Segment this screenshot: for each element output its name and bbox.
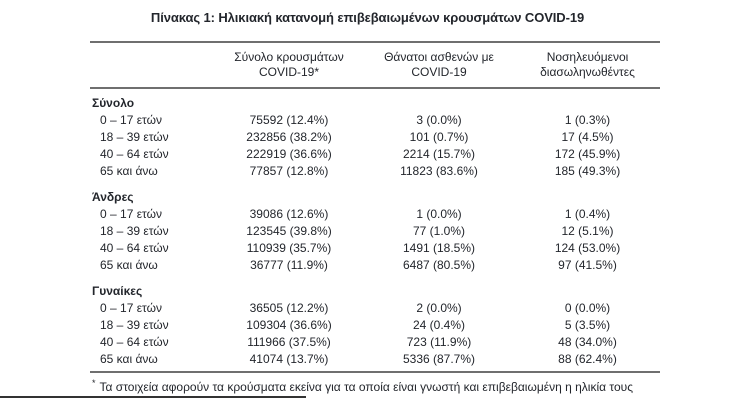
age-group-label: 18 – 39 ετών: [100, 318, 169, 332]
cases-value: 110939 (35.7%): [246, 241, 332, 255]
section-label: Άνδρες: [92, 190, 134, 204]
deaths-value: 1491 (18.5%): [402, 241, 476, 255]
deaths-value: 101 (0.7%): [409, 130, 469, 144]
age-group-label: 18 – 39 ετών: [100, 130, 169, 144]
table-row: 40 – 64 ετών 110939 (35.7%) 1491 (18.5%)…: [90, 240, 660, 257]
section-header-men: Άνδρες: [90, 180, 660, 206]
column-header-total-cases: Σύνολο κρουσμάτων COVID-19*: [215, 41, 363, 89]
age-group-label: 0 – 17 ετών: [100, 207, 162, 221]
age-group-label: 65 και άνω: [90, 351, 215, 373]
table-row: 0 – 17 ετών 36505 (12.2%) 2 (0.0%) 0 (0.…: [90, 300, 660, 317]
footnote: * Τα στοιχεία αφορούν τα κρούσματα εκείνα…: [92, 378, 732, 394]
cases-value: 111966 (37.5%): [247, 335, 331, 349]
intubated-value: 12 (5.1%): [561, 224, 614, 238]
intubated-value: 1 (0.4%): [564, 207, 611, 221]
section-label: Γυναίκες: [92, 284, 143, 298]
cases-value: 39086 (12.6%): [249, 207, 329, 221]
deaths-value: 5336 (87.7%): [363, 351, 515, 373]
section-header-women: Γυναίκες: [90, 274, 660, 300]
table-row: 40 – 64 ετών 222919 (36.6%) 2214 (15.7%)…: [90, 146, 660, 163]
cases-value: 75592 (12.4%): [249, 113, 329, 127]
age-group-label: 40 – 64 ετών: [100, 147, 169, 161]
cases-value: 36777 (11.9%): [250, 258, 328, 272]
cases-value: 222919 (36.6%): [246, 147, 332, 161]
deaths-value: 11823 (83.6%): [400, 164, 478, 178]
table-row: 65 και άνω 41074 (13.7%) 5336 (87.7%) 88…: [90, 351, 660, 373]
table-row: 18 – 39 ετών 123545 (39.8%) 77 (1.0%) 12…: [90, 223, 660, 240]
table-row: 65 και άνω 77857 (12.8%) 11823 (83.6%) 1…: [90, 163, 660, 180]
covid-age-distribution-table: Σύνολο κρουσμάτων COVID-19* Θάνατοι ασθε…: [90, 41, 660, 373]
cases-value: 77857 (12.8%): [249, 164, 329, 178]
intubated-value: 17 (4.5%): [561, 130, 614, 144]
table-row: 0 – 17 ετών 39086 (12.6%) 1 (0.0%) 1 (0.…: [90, 206, 660, 223]
age-group-label: 40 – 64 ετών: [100, 335, 169, 349]
cases-value: 41074 (13.7%): [215, 351, 363, 373]
cases-value: 36505 (12.2%): [249, 301, 329, 315]
cases-value: 123545 (39.8%): [246, 224, 332, 238]
intubated-value: 0 (0.0%): [564, 301, 611, 315]
age-group-label: 0 – 17 ετών: [100, 301, 162, 315]
footnote-separator-line: [0, 396, 306, 398]
deaths-value: 2 (0.0%): [416, 301, 462, 315]
intubated-value: 1 (0.3%): [564, 113, 611, 127]
table-row: 65 και άνω 36777 (11.9%) 6487 (80.5%) 97…: [90, 257, 660, 274]
intubated-value: 48 (34.0%): [558, 335, 617, 349]
footnote-text: Τα στοιχεία αφορούν τα κρούσματα εκείνα …: [99, 380, 633, 394]
deaths-value: 3 (0.0%): [416, 113, 462, 127]
deaths-value: 77 (1.0%): [412, 224, 466, 238]
column-header-empty: [90, 41, 215, 89]
deaths-value: 24 (0.4%): [412, 318, 466, 332]
table-row: 18 – 39 ετών 109304 (36.6%) 24 (0.4%) 5 …: [90, 317, 660, 334]
age-group-label: 40 – 64 ετών: [100, 241, 169, 255]
section-header-total: Σύνολο: [90, 88, 660, 112]
deaths-value: 1 (0.0%): [416, 207, 462, 221]
table-row: 40 – 64 ετών 111966 (37.5%) 723 (11.9%) …: [90, 334, 660, 351]
intubated-value: 124 (53.0%): [554, 241, 621, 255]
footnote-asterisk: *: [92, 378, 96, 388]
deaths-value: 723 (11.9%): [406, 335, 472, 349]
intubated-value: 97 (41.5%): [558, 258, 617, 272]
age-group-label: 18 – 39 ετών: [100, 224, 169, 238]
cases-value: 232856 (38.2%): [246, 130, 332, 144]
section-label: Σύνολο: [92, 96, 135, 110]
intubated-value: 5 (3.5%): [564, 318, 611, 332]
intubated-value: 88 (62.4%): [515, 351, 660, 373]
intubated-value: 185 (49.3%): [554, 164, 621, 178]
deaths-value: 2214 (15.7%): [402, 147, 476, 161]
table-title: Πίνακας 1: Ηλικιακή κατανομή επιβεβαιωμέ…: [150, 10, 585, 25]
cases-value: 109304 (36.6%): [246, 318, 332, 332]
table-header: Σύνολο κρουσμάτων COVID-19* Θάνατοι ασθε…: [90, 41, 660, 89]
intubated-value: 172 (45.9%): [554, 147, 621, 161]
age-group-label: 65 και άνω: [100, 258, 158, 272]
table-row: 0 – 17 ετών 75592 (12.4%) 3 (0.0%) 1 (0.…: [90, 112, 660, 129]
table-row: 18 – 39 ετών 232856 (38.2%) 101 (0.7%) 1…: [90, 129, 660, 146]
column-header-deaths: Θάνατοι ασθενών με COVID-19: [363, 41, 515, 89]
column-header-intubated: Νοσηλευόμενοι διασωληνωθέντες: [515, 41, 660, 89]
age-group-label: 65 και άνω: [100, 164, 158, 178]
age-group-label: 0 – 17 ετών: [100, 113, 162, 127]
deaths-value: 6487 (80.5%): [402, 258, 476, 272]
